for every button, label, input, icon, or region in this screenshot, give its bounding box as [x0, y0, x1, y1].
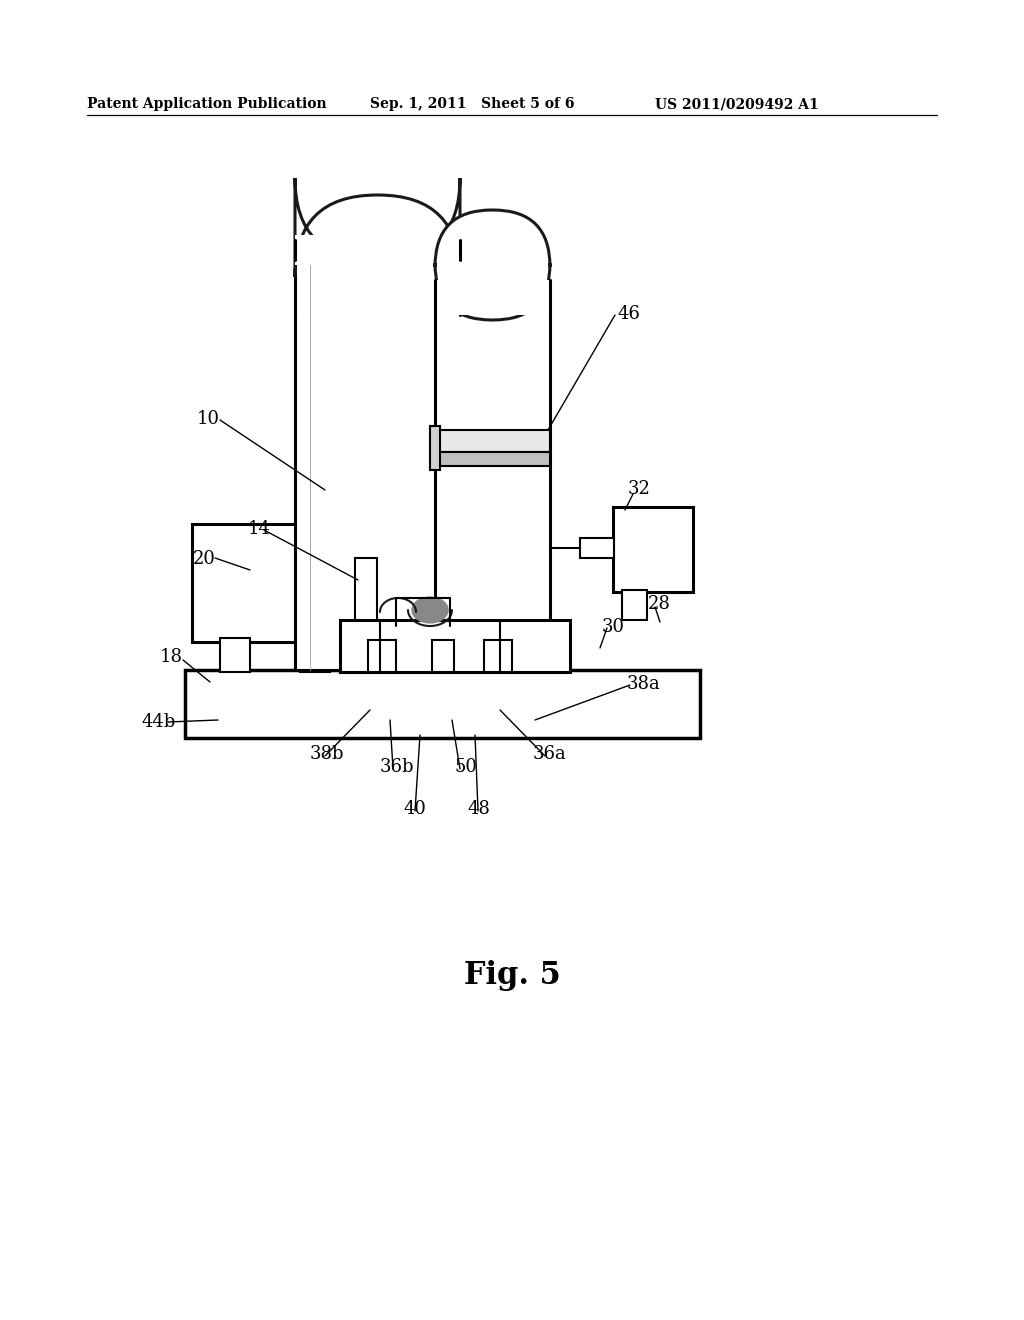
Text: 36b: 36b — [380, 758, 415, 776]
FancyBboxPatch shape — [435, 210, 550, 319]
Bar — [430, 426, 440, 470]
Text: 28: 28 — [648, 595, 671, 612]
Bar — [340, 620, 570, 672]
Bar — [435, 451, 550, 466]
Bar — [580, 539, 614, 558]
Text: 30: 30 — [602, 618, 625, 636]
Bar — [622, 590, 647, 620]
Bar — [295, 310, 460, 671]
Text: 44b: 44b — [142, 713, 176, 731]
Text: US 2011/0209492 A1: US 2011/0209492 A1 — [655, 96, 819, 111]
Text: 38a: 38a — [627, 675, 660, 693]
Bar — [435, 310, 550, 671]
Text: Fig. 5: Fig. 5 — [464, 960, 560, 991]
FancyBboxPatch shape — [295, 178, 460, 277]
Bar — [355, 558, 377, 626]
Text: 10: 10 — [197, 411, 220, 428]
Bar — [435, 280, 550, 315]
Text: 48: 48 — [468, 800, 490, 818]
Polygon shape — [412, 597, 449, 623]
Bar — [300, 638, 330, 672]
Text: 18: 18 — [160, 648, 183, 667]
Bar — [484, 640, 512, 672]
Text: 32: 32 — [628, 480, 651, 498]
Text: 50: 50 — [455, 758, 478, 776]
Text: 38b: 38b — [310, 744, 344, 763]
Bar — [185, 671, 700, 738]
Bar — [613, 507, 693, 591]
Text: 46: 46 — [618, 305, 641, 323]
Bar — [295, 235, 460, 265]
Bar — [193, 524, 354, 642]
Bar — [368, 640, 396, 672]
Text: Patent Application Publication: Patent Application Publication — [87, 96, 327, 111]
Bar — [432, 640, 454, 672]
Bar — [220, 638, 250, 672]
Bar — [435, 430, 550, 451]
Text: 14: 14 — [248, 520, 271, 539]
Text: 36a: 36a — [534, 744, 566, 763]
Text: 20: 20 — [193, 550, 216, 568]
Text: Sep. 1, 2011   Sheet 5 of 6: Sep. 1, 2011 Sheet 5 of 6 — [370, 96, 574, 111]
Text: 40: 40 — [403, 800, 426, 818]
Bar — [295, 255, 460, 313]
